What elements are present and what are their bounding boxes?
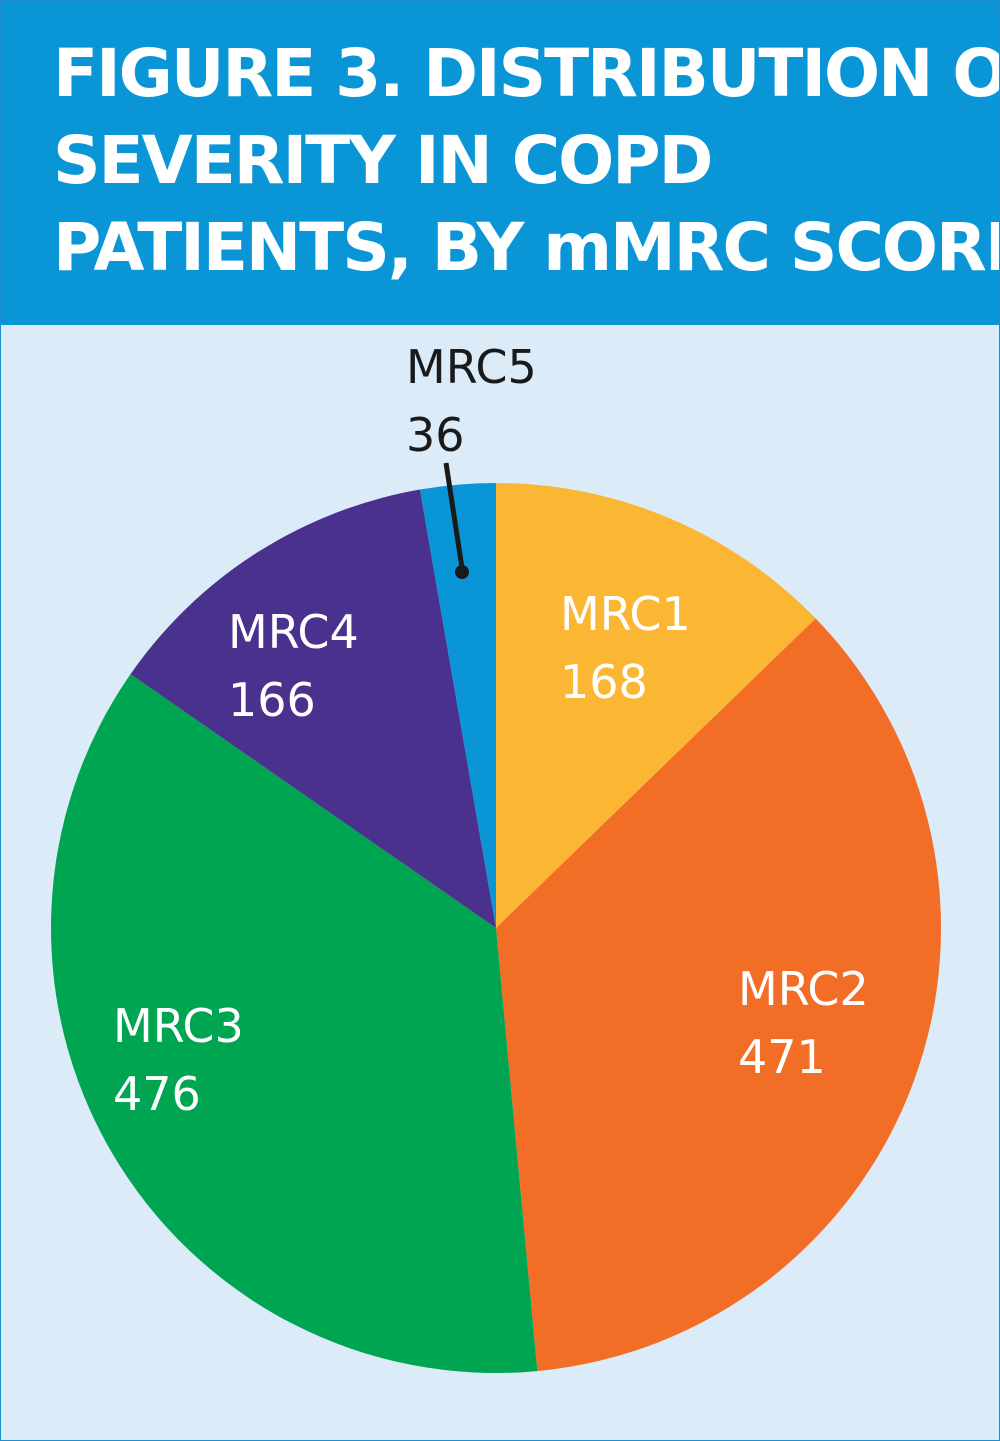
slice-value-mrc1: 168 — [560, 655, 648, 709]
pie-slices — [51, 483, 941, 1374]
chart-title-line-2: SEVERITY IN COPD — [53, 122, 713, 199]
slice-value-mrc5: 36 — [406, 408, 465, 462]
mrc5-leader-line — [443, 462, 465, 569]
pie-slice-mrc4 — [130, 489, 496, 928]
slice-label-mrc5: MRC5 — [406, 340, 537, 394]
slice-value-mrc2: 471 — [738, 1030, 826, 1084]
pie-slice-mrc5 — [419, 483, 496, 928]
chart-title-line-3: PATIENTS, BY mMRC SCORE — [53, 209, 1000, 286]
chart-title-line-1: FIGURE 3. DISTRIBUTION OF — [53, 35, 1000, 112]
slice-label-mrc1: MRC1 — [560, 587, 691, 641]
pie-slice-mrc2 — [496, 618, 941, 1372]
title-banner: FIGURE 3. DISTRIBUTION OF SEVERITY IN CO… — [1, 1, 999, 325]
pie-slice-mrc3 — [51, 674, 538, 1374]
slice-label-mrc3: MRC3 — [113, 999, 244, 1053]
slice-label-mrc4: MRC4 — [228, 605, 359, 659]
pie-slice-mrc1 — [496, 483, 816, 928]
slice-label-mrc2: MRC2 — [738, 962, 869, 1016]
mrc5-leader-dot — [455, 565, 469, 579]
slice-value-mrc3: 476 — [113, 1067, 201, 1121]
pie-labels: MRC1 168 MRC2 471 MRC3 476 MRC4 166 MRC5 36 — [113, 340, 869, 1121]
slice-value-mrc4: 166 — [228, 673, 316, 727]
